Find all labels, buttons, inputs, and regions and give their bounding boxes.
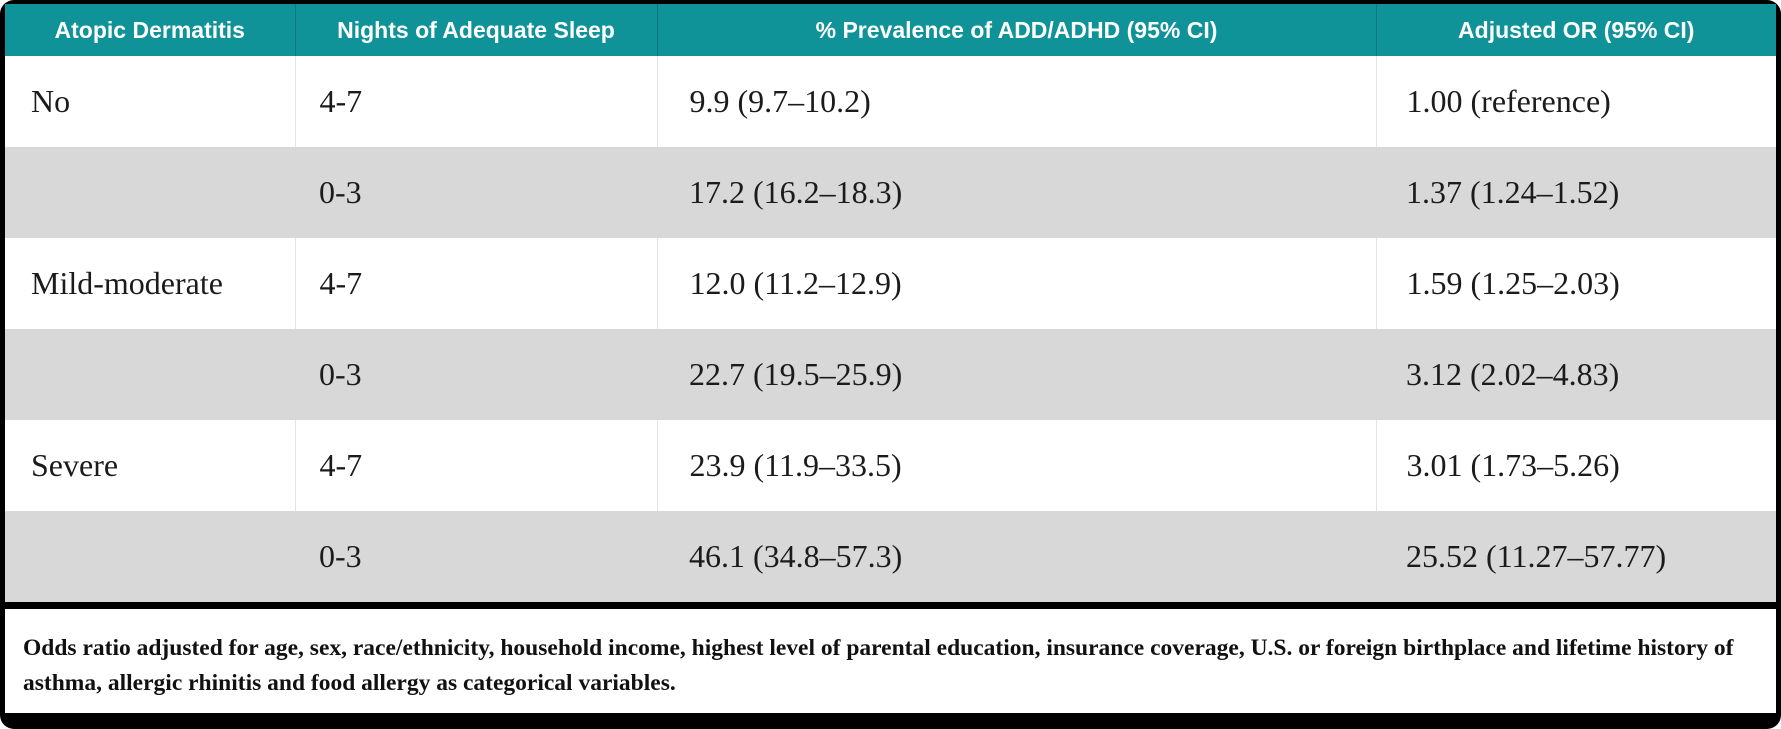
table-row: 0-3 46.1 (34.8–57.3) 25.52 (11.27–57.77) xyxy=(5,511,1776,602)
cell-nights: 0-3 xyxy=(295,511,657,602)
table-bottom-rule xyxy=(5,602,1776,609)
cell-adjusted-or: 1.59 (1.25–2.03) xyxy=(1376,238,1776,329)
table-row: 0-3 17.2 (16.2–18.3) 1.37 (1.24–1.52) xyxy=(5,147,1776,238)
cell-prevalence: 12.0 (11.2–12.9) xyxy=(657,238,1377,329)
header-adjusted-or: Adjusted OR (95% CI) xyxy=(1375,4,1776,56)
figure-body: Atopic Dermatitis Nights of Adequate Sle… xyxy=(5,4,1776,713)
cell-atopic-dermatitis xyxy=(5,147,295,238)
prevalence-table: Atopic Dermatitis Nights of Adequate Sle… xyxy=(5,4,1776,602)
cell-adjusted-or: 3.01 (1.73–5.26) xyxy=(1376,420,1776,511)
cell-prevalence: 9.9 (9.7–10.2) xyxy=(657,56,1377,147)
cell-nights: 4-7 xyxy=(295,56,658,147)
header-prevalence-add-adhd: % Prevalence of ADD/ADHD (95% CI) xyxy=(656,4,1376,56)
cell-prevalence: 22.7 (19.5–25.9) xyxy=(657,329,1376,420)
cell-nights: 0-3 xyxy=(295,147,657,238)
cell-prevalence: 23.9 (11.9–33.5) xyxy=(657,420,1377,511)
cell-atopic-dermatitis xyxy=(5,329,295,420)
cell-nights: 0-3 xyxy=(295,329,657,420)
table-row: Mild-moderate 4-7 12.0 (11.2–12.9) 1.59 … xyxy=(5,238,1776,329)
cell-adjusted-or: 25.52 (11.27–57.77) xyxy=(1376,511,1776,602)
header-nights-of-adequate-sleep: Nights of Adequate Sleep xyxy=(294,4,657,56)
cell-adjusted-or: 3.12 (2.02–4.83) xyxy=(1376,329,1776,420)
table-row: Severe 4-7 23.9 (11.9–33.5) 3.01 (1.73–5… xyxy=(5,420,1776,511)
cell-prevalence: 17.2 (16.2–18.3) xyxy=(657,147,1376,238)
table-row: 0-3 22.7 (19.5–25.9) 3.12 (2.02–4.83) xyxy=(5,329,1776,420)
cell-nights: 4-7 xyxy=(295,238,658,329)
table-footnote: Odds ratio adjusted for age, sex, race/e… xyxy=(23,635,1734,696)
header-row: Atopic Dermatitis Nights of Adequate Sle… xyxy=(5,4,1776,56)
cell-atopic-dermatitis xyxy=(5,511,295,602)
header-atopic-dermatitis: Atopic Dermatitis xyxy=(5,4,295,56)
cell-nights: 4-7 xyxy=(295,420,658,511)
cell-atopic-dermatitis: Severe xyxy=(5,420,296,511)
cell-atopic-dermatitis: No xyxy=(5,56,296,147)
cell-adjusted-or: 1.00 (reference) xyxy=(1376,56,1776,147)
cell-prevalence: 46.1 (34.8–57.3) xyxy=(657,511,1376,602)
table-row: No 4-7 9.9 (9.7–10.2) 1.00 (reference) xyxy=(5,56,1776,147)
table-body: No 4-7 9.9 (9.7–10.2) 1.00 (reference) 0… xyxy=(5,56,1776,602)
cell-atopic-dermatitis: Mild-moderate xyxy=(5,238,296,329)
table-header: Atopic Dermatitis Nights of Adequate Sle… xyxy=(5,4,1776,56)
cell-adjusted-or: 1.37 (1.24–1.52) xyxy=(1376,147,1776,238)
